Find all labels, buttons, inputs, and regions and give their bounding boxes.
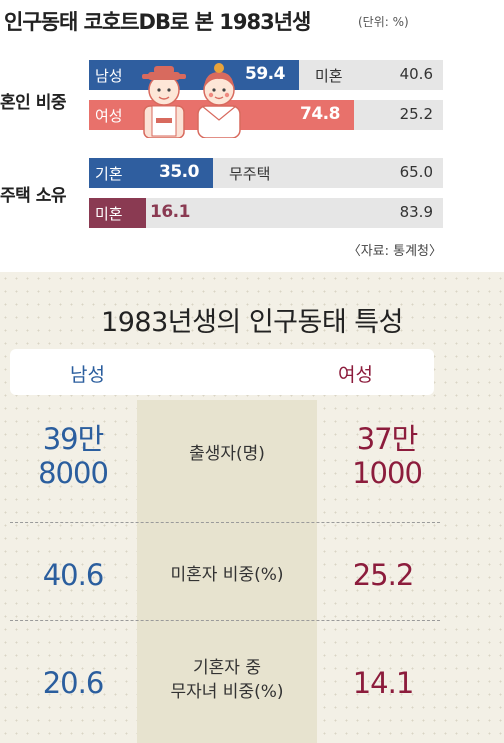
row-label-births: 출생자(명) [189, 444, 265, 464]
bride-figure [197, 63, 241, 138]
source-note: 〈자료: 통계청〉 [347, 244, 442, 259]
rest-label-male: 미혼 [315, 67, 343, 85]
header-female: 여성 [338, 364, 373, 386]
male-childless-share: 20.6 [42, 666, 105, 700]
rest-value-unmarried: 83.9 [399, 203, 433, 221]
couple-illustration [142, 63, 241, 138]
category-label-married: 기혼 [95, 165, 123, 183]
cohort-bar-chart: 인구동태 코호트DB로 본 1983년생 (단위: %) 혼인 비중 주택 소유… [0, 0, 504, 272]
rest-value-female: 25.2 [399, 105, 433, 123]
value-label-married: 35.0 [159, 162, 199, 182]
row-divider [10, 522, 440, 523]
bar-married [89, 158, 213, 188]
male-births: 39만 8000 [8, 422, 138, 490]
bar-row-unmarried: 미혼 16.1 83.9 [89, 198, 443, 228]
female-births-line1: 37만 [356, 422, 419, 456]
male-births-line2: 8000 [38, 456, 109, 490]
rest-value-married: 65.0 [399, 163, 433, 181]
row-label-childless-line1: 기혼자 중 [193, 658, 261, 678]
unit-label: (단위: %) [358, 15, 409, 29]
female-births-line2: 1000 [352, 456, 423, 490]
bar-unmarried [89, 198, 146, 228]
rest-value-male: 40.6 [399, 65, 433, 83]
female-births: 37만 1000 [322, 422, 452, 490]
bar-male [89, 60, 299, 90]
female-unmarried-share: 25.2 [352, 558, 415, 592]
chart-title: 인구동태 코호트DB로 본 1983년생 [4, 10, 311, 34]
male-births-line1: 39만 [42, 422, 105, 456]
value-label-male: 59.4 [245, 64, 285, 84]
category-label-female: 여성 [95, 107, 123, 125]
table-title: 1983년생의 인구동태 특성 [101, 307, 403, 338]
category-label-male: 남성 [95, 67, 123, 85]
value-label-female: 74.8 [300, 104, 340, 124]
bar-row-male: 남성 59.4 미혼 40.6 [89, 60, 443, 90]
row-divider [10, 620, 440, 621]
group-label-marriage: 혼인 비중 [0, 93, 66, 113]
category-label-unmarried: 미혼 [95, 205, 123, 223]
groom-figure [142, 66, 186, 138]
male-unmarried-share: 40.6 [42, 558, 105, 592]
row-label-unmarried-share: 미혼자 비중(%) [170, 565, 284, 585]
value-label-unmarried: 16.1 [150, 202, 190, 222]
female-childless-share: 14.1 [352, 666, 415, 700]
characteristics-table: 1983년생의 인구동태 특성 남성 여성 39만 8000 출생자(명) 37… [0, 272, 504, 743]
group-label-housing: 주택 소유 [0, 186, 66, 206]
row-label-childless-share: 기혼자 중 무자녀 비중(%) [137, 656, 317, 704]
header-male: 남성 [70, 364, 105, 386]
row-label-childless-line2: 무자녀 비중(%) [170, 682, 284, 702]
center-label-band [137, 400, 317, 743]
rest-label-married: 무주택 [229, 165, 271, 183]
bar-row-married: 기혼 35.0 무주택 65.0 [89, 158, 443, 188]
table-header: 남성 여성 [10, 349, 434, 395]
